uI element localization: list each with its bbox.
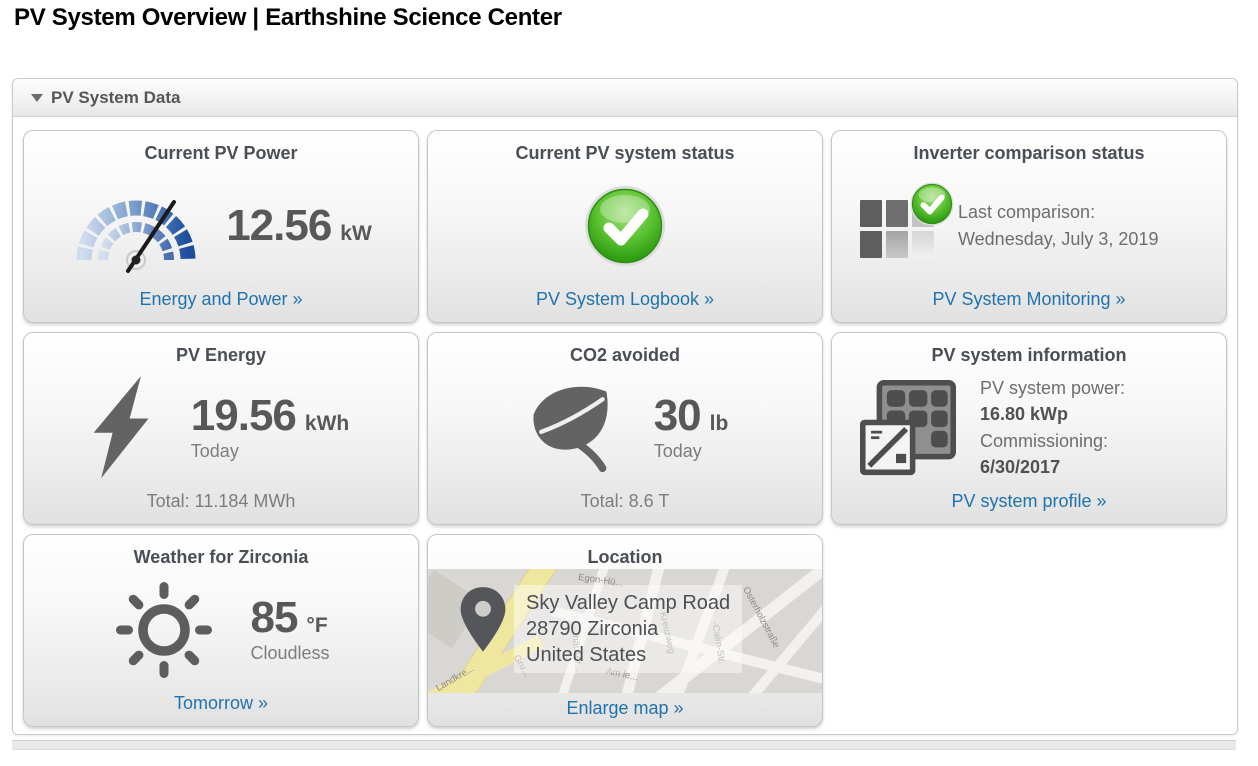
card-title: Inverter comparison status bbox=[913, 143, 1145, 163]
address-line2: 28790 Zirconia bbox=[526, 618, 659, 640]
card-body: Last comparison: Wednesday, July 3, 2019 bbox=[832, 167, 1226, 284]
map-street-label: Osterholzstraße bbox=[740, 585, 782, 650]
card-co2-avoided: CO2 avoided 30 lb Today Total: 8.6 T bbox=[427, 332, 823, 525]
pv-power-unit: kW bbox=[340, 221, 372, 245]
location-map: Egon-Hü... Osterholzstraße Kreuzweg -Cal… bbox=[428, 569, 822, 693]
card-body: 85 °F Cloudless bbox=[24, 571, 418, 688]
card-body: PV system power: 16.80 kWp Commissioning… bbox=[832, 369, 1226, 486]
panel-body: Current PV Power 12.56 kW Energy and Pow… bbox=[13, 117, 1237, 734]
card-title: PV Energy bbox=[175, 345, 267, 365]
check-badge-icon bbox=[910, 182, 954, 225]
card-location: Location Egon-Hü... Osterholzstraße Kreu… bbox=[427, 534, 823, 727]
co2-unit: lb bbox=[709, 411, 729, 435]
card-weather: Weather for Zirconia bbox=[23, 534, 419, 727]
card-title: Current PV Power bbox=[144, 143, 298, 163]
temperature-unit: °F bbox=[306, 613, 328, 637]
card-title: Current PV system status bbox=[515, 143, 735, 163]
pv-system-data-panel: PV System Data Current PV Power 12.56 kW… bbox=[12, 78, 1238, 735]
pv-energy-unit: kWh bbox=[304, 411, 350, 435]
card-title: Weather for Zirconia bbox=[133, 547, 309, 567]
lightning-icon bbox=[93, 375, 149, 478]
page-title: PV System Overview | Earthshine Science … bbox=[14, 4, 562, 31]
card-title: Location bbox=[587, 547, 663, 567]
pv-system-monitoring-link[interactable]: PV System Monitoring » bbox=[932, 289, 1126, 309]
card-body: 19.56 kWh Today bbox=[24, 369, 418, 486]
pv-system-profile-link[interactable]: PV system profile » bbox=[951, 491, 1107, 511]
panel-title: PV System Data bbox=[51, 87, 181, 107]
card-body: 12.56 kW bbox=[24, 167, 418, 284]
location-address: Sky Valley Camp Road 28790 Zirconia Unit… bbox=[514, 585, 743, 673]
leaf-icon bbox=[533, 386, 608, 472]
address-line1: Sky Valley Camp Road bbox=[526, 592, 731, 614]
collapse-triangle-icon bbox=[31, 93, 43, 102]
pv-system-power-label: PV system power: bbox=[980, 378, 1126, 399]
solar-panel-inverter-icon bbox=[860, 379, 956, 475]
card-current-pv-power: Current PV Power 12.56 kW Energy and Pow… bbox=[23, 130, 419, 323]
today-label: Today bbox=[190, 440, 239, 461]
pv-system-logbook-link[interactable]: PV System Logbook » bbox=[535, 289, 715, 309]
card-pv-system-status: Current PV system status PV System Logbo… bbox=[427, 130, 823, 323]
inverter-grid-check-icon bbox=[860, 182, 954, 258]
card-inverter-comparison: Inverter comparison status Last co bbox=[831, 130, 1227, 323]
commissioning-label: Commissioning: bbox=[980, 430, 1109, 451]
card-body: 30 lb Today bbox=[428, 369, 822, 486]
commissioning-value: 6/30/2017 bbox=[980, 456, 1061, 477]
card-pv-system-information: PV system information PV system power: 1… bbox=[831, 332, 1227, 525]
pv-system-power-value: 16.80 kWp bbox=[980, 404, 1069, 425]
card-pv-energy: PV Energy 19.56 kWh Today Total: 11.184 … bbox=[23, 332, 419, 525]
last-comparison-date: Wednesday, July 3, 2019 bbox=[958, 228, 1159, 249]
enlarge-map-link[interactable]: Enlarge map » bbox=[566, 698, 684, 718]
panel-header-toggle[interactable]: PV System Data bbox=[13, 79, 1237, 117]
pv-energy-value: 19.56 bbox=[190, 390, 297, 440]
pv-power-value: 12.56 bbox=[226, 200, 332, 250]
next-panel-edge bbox=[12, 740, 1236, 750]
map-pin-icon bbox=[460, 587, 506, 652]
sun-icon bbox=[116, 581, 213, 678]
card-title: CO2 avoided bbox=[569, 345, 681, 365]
energy-and-power-link[interactable]: Energy and Power » bbox=[139, 289, 303, 309]
tomorrow-link[interactable]: Tomorrow » bbox=[173, 693, 269, 713]
co2-value: 30 bbox=[653, 390, 702, 440]
card-body bbox=[428, 167, 822, 284]
today-label: Today bbox=[653, 440, 702, 461]
weather-condition: Cloudless bbox=[250, 642, 330, 663]
last-comparison-label: Last comparison: bbox=[958, 202, 1096, 223]
status-ok-icon bbox=[585, 185, 665, 266]
co2-total: Total: 8.6 T bbox=[580, 491, 670, 511]
temperature-value: 85 bbox=[250, 592, 298, 642]
card-title: PV system information bbox=[931, 345, 1127, 365]
gauge-icon bbox=[76, 199, 196, 273]
address-line3: United States bbox=[526, 644, 647, 666]
pv-energy-total: Total: 11.184 MWh bbox=[146, 491, 296, 511]
